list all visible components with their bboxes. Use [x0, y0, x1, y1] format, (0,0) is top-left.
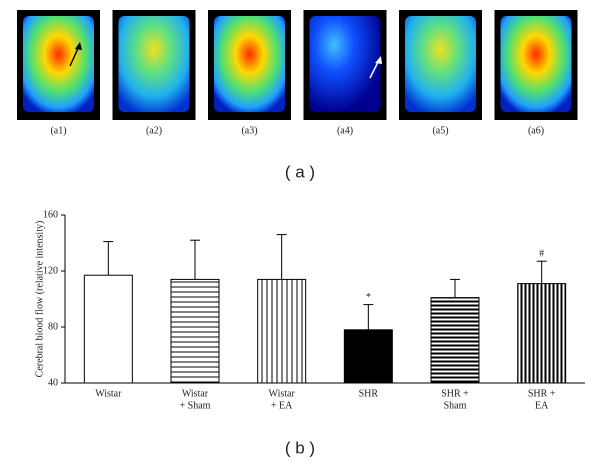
- y-axis-label: Cerebral blood flow (relative intensity): [34, 221, 45, 378]
- x-tick-label: SHR +: [441, 388, 469, 399]
- bar: [430, 297, 480, 384]
- x-tick-label: SHR: [359, 388, 379, 399]
- heatmap: [309, 16, 381, 112]
- heatmap: [214, 16, 285, 112]
- panel-caption: ( a ): [285, 162, 315, 181]
- x-tick-label: + Sham: [180, 400, 211, 411]
- x-tick-label: Sham: [444, 400, 467, 411]
- image-label: (a6): [528, 125, 544, 136]
- bar: [343, 329, 393, 384]
- y-tick-label: 120: [43, 265, 58, 276]
- bar: [83, 274, 133, 384]
- image-label: (a1): [50, 125, 66, 136]
- image-label: (a5): [432, 125, 448, 136]
- x-tick-label: SHR +: [528, 388, 556, 399]
- image-label: (a3): [241, 125, 257, 136]
- bar: [170, 278, 220, 384]
- arrow-head: [375, 56, 382, 64]
- arrow-head: [75, 42, 82, 50]
- image-label: (a4): [337, 125, 353, 136]
- image-label: (a2): [146, 125, 162, 136]
- x-tick-label: Wistar: [95, 388, 122, 399]
- heatmap: [23, 16, 94, 112]
- y-tick-label: 40: [48, 377, 58, 388]
- panel-caption: ( b ): [285, 438, 315, 457]
- y-tick-label: 80: [48, 321, 58, 332]
- x-tick-label: + EA: [271, 400, 293, 411]
- x-tick-label: EA: [535, 400, 549, 411]
- x-tick-label: Wistar: [269, 388, 296, 399]
- bar: [517, 283, 567, 384]
- y-tick-label: 160: [43, 209, 58, 220]
- x-tick-label: Wistar: [182, 388, 209, 399]
- heatmap: [405, 16, 476, 112]
- heatmap: [118, 16, 190, 112]
- heatmap: [500, 16, 572, 112]
- significance-marker: *: [366, 292, 371, 303]
- significance-marker: #: [539, 248, 544, 259]
- bar: [257, 278, 307, 384]
